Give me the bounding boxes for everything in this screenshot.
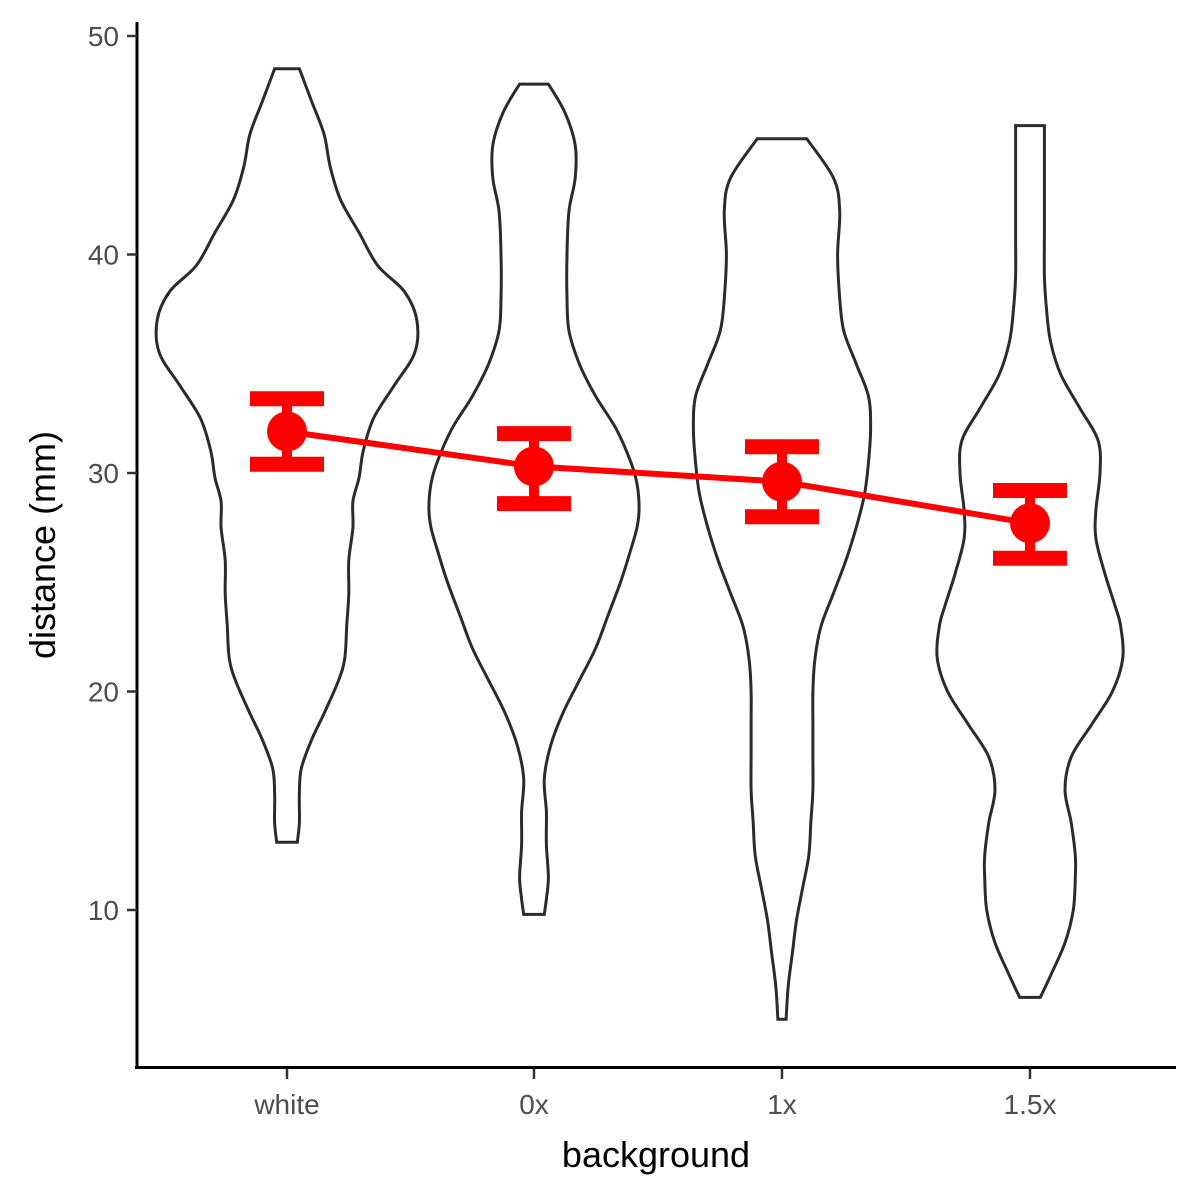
violin-1x bbox=[691, 137, 873, 1021]
y-tick-label: 20 bbox=[88, 677, 119, 708]
x-tick-label: white bbox=[253, 1089, 319, 1120]
y-tick-label: 40 bbox=[88, 240, 119, 271]
violins-layer bbox=[154, 67, 1125, 1021]
x-tick-label: 1.5x bbox=[1004, 1089, 1057, 1120]
mean-point-0x bbox=[514, 446, 554, 487]
y-tick-label: 10 bbox=[88, 895, 119, 926]
ticks-layer: 10 20 30 40 50 white 0x 1x 1.5x bbox=[88, 21, 1057, 1120]
x-axis-title: background bbox=[562, 1134, 750, 1175]
mean-point-white bbox=[267, 411, 307, 452]
y-tick-label: 50 bbox=[88, 21, 119, 52]
x-tick-label: 1x bbox=[767, 1089, 797, 1120]
mean-connector-line bbox=[286, 428, 1031, 527]
x-tick-label: 0x bbox=[519, 1089, 549, 1120]
y-tick-label: 30 bbox=[88, 458, 119, 489]
mean-point-1x bbox=[762, 461, 802, 502]
summary-layer bbox=[250, 391, 1067, 566]
mean-point-1_5x bbox=[1010, 503, 1050, 544]
axes-layer bbox=[135, 22, 1176, 1069]
y-axis-title: distance (mm) bbox=[22, 431, 63, 659]
